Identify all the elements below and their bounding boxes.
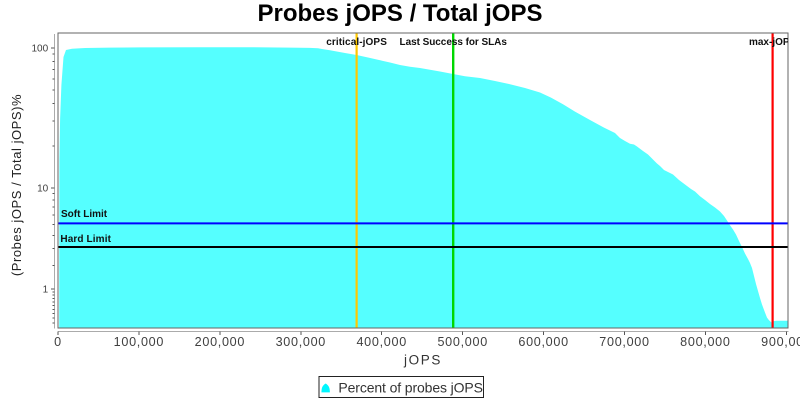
svg-text:1: 1: [43, 285, 49, 296]
svg-text:200,000: 200,000: [195, 335, 245, 349]
svg-text:600,000: 600,000: [518, 335, 568, 349]
svg-text:300,000: 300,000: [276, 335, 326, 349]
svg-text:800,000: 800,000: [680, 335, 730, 349]
svg-text:0: 0: [54, 335, 62, 349]
svg-text:500,000: 500,000: [437, 335, 487, 349]
svg-text:Last Success for SLAs: Last Success for SLAs: [400, 37, 508, 48]
svg-text:critical-jOPS: critical-jOPS: [326, 37, 387, 48]
svg-text:900,000: 900,000: [761, 335, 800, 349]
svg-text:100,000: 100,000: [114, 335, 164, 349]
svg-text:Percent of probes jOPS: Percent of probes jOPS: [338, 379, 482, 395]
svg-text:Soft Limit: Soft Limit: [61, 209, 108, 220]
svg-text:(Probes jOPS / Total jOPS)%: (Probes jOPS / Total jOPS)%: [9, 94, 24, 276]
svg-text:100: 100: [32, 43, 49, 54]
svg-text:Hard Limit: Hard Limit: [60, 234, 111, 245]
svg-text:max-jOPS: max-jOPS: [749, 37, 797, 48]
svg-text:400,000: 400,000: [356, 335, 406, 349]
svg-text:jOPS: jOPS: [403, 353, 442, 368]
svg-text:700,000: 700,000: [599, 335, 649, 349]
svg-text:10: 10: [37, 184, 49, 195]
